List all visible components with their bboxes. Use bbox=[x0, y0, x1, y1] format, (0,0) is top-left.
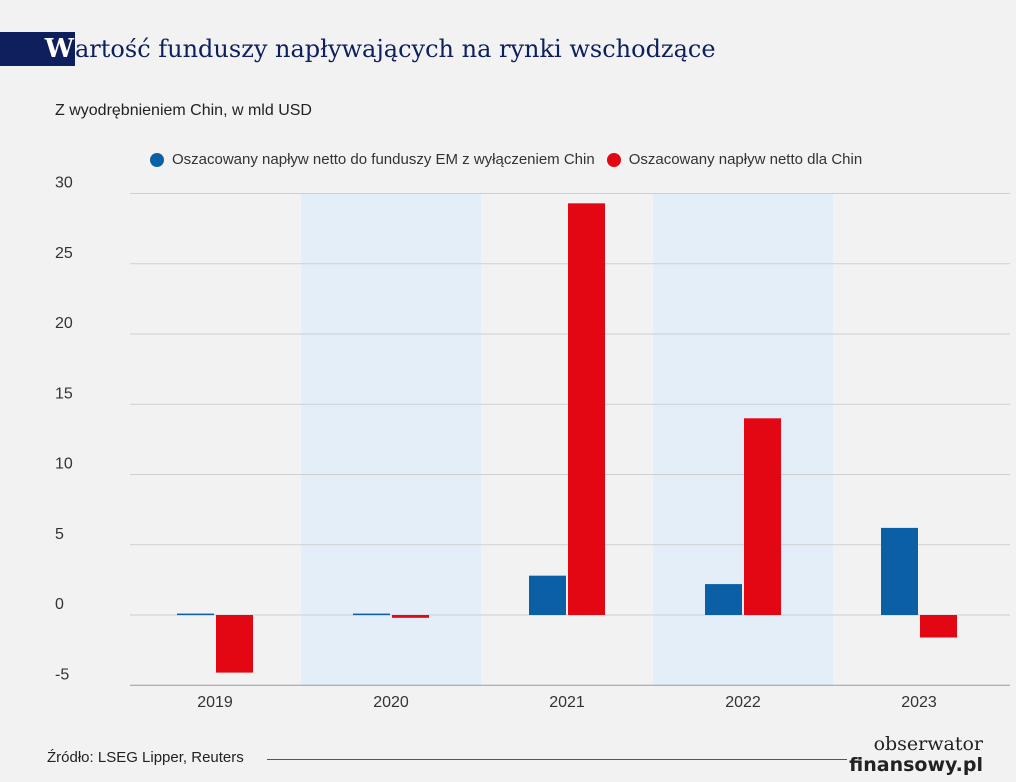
title-initial: W bbox=[44, 34, 74, 64]
y-tick-label: 0 bbox=[55, 596, 64, 613]
bar-china-2023 bbox=[920, 615, 957, 638]
shaded-band-2022 bbox=[653, 193, 833, 686]
footer-divider bbox=[267, 759, 847, 760]
legend-dot-china bbox=[606, 152, 621, 167]
legend-label-china: Oszacowany napływ netto dla Chin bbox=[628, 151, 863, 168]
y-tick-label: 20 bbox=[55, 315, 73, 332]
x-tick-label: 2022 bbox=[725, 694, 761, 711]
bar-china-2022 bbox=[744, 418, 781, 615]
legend-item-china: Oszacowany napływ netto dla Chin bbox=[606, 151, 863, 168]
bar-em-ex-china-2019 bbox=[177, 613, 214, 616]
legend: Oszacowany napływ netto do funduszy EM z… bbox=[150, 151, 874, 168]
bar-em-ex-china-2022 bbox=[705, 584, 742, 615]
y-tick-label: -5 bbox=[55, 666, 69, 683]
legend-label-em-ex-china: Oszacowany napływ netto do funduszy EM z… bbox=[172, 151, 595, 168]
x-tick-label: 2020 bbox=[373, 694, 409, 711]
bar-em-ex-china-2023 bbox=[881, 527, 918, 615]
x-tick-label: 2019 bbox=[197, 694, 233, 711]
legend-dot-em-ex-china bbox=[150, 152, 164, 167]
title-initial-block: W bbox=[0, 32, 75, 66]
x-tick-label: 2023 bbox=[901, 694, 937, 711]
y-tick-label: 25 bbox=[55, 245, 73, 262]
source-note: Źródło: LSEG Lipper, Reuters bbox=[47, 749, 244, 766]
bar-em-ex-china-2021 bbox=[529, 575, 566, 615]
bar-china-2021 bbox=[568, 203, 605, 615]
x-tick-label: 2021 bbox=[549, 694, 585, 711]
y-tick-label: 15 bbox=[55, 385, 73, 402]
logo-bottom-text: finansowy.pl bbox=[849, 754, 983, 776]
chart-title: W artość funduszy napływających na rynki… bbox=[0, 32, 716, 66]
title-text: artość funduszy napływających na rynki w… bbox=[75, 35, 716, 63]
y-tick-label: 10 bbox=[55, 456, 73, 473]
y-tick-label: 5 bbox=[55, 526, 64, 543]
publisher-logo: obserwator finansowy.pl bbox=[849, 733, 983, 779]
y-tick-label: 30 bbox=[55, 175, 73, 192]
bar-em-ex-china-2020 bbox=[353, 613, 390, 616]
legend-item-em-ex-china: Oszacowany napływ netto do funduszy EM z… bbox=[150, 151, 595, 168]
shaded-band-2020 bbox=[301, 193, 481, 686]
logo-top-text: obserwator bbox=[873, 733, 983, 755]
bar-china-2020 bbox=[392, 615, 429, 618]
bar-china-2019 bbox=[216, 615, 253, 673]
chart-subtitle: Z wyodrębnieniem Chin, w mld USD bbox=[55, 102, 312, 119]
